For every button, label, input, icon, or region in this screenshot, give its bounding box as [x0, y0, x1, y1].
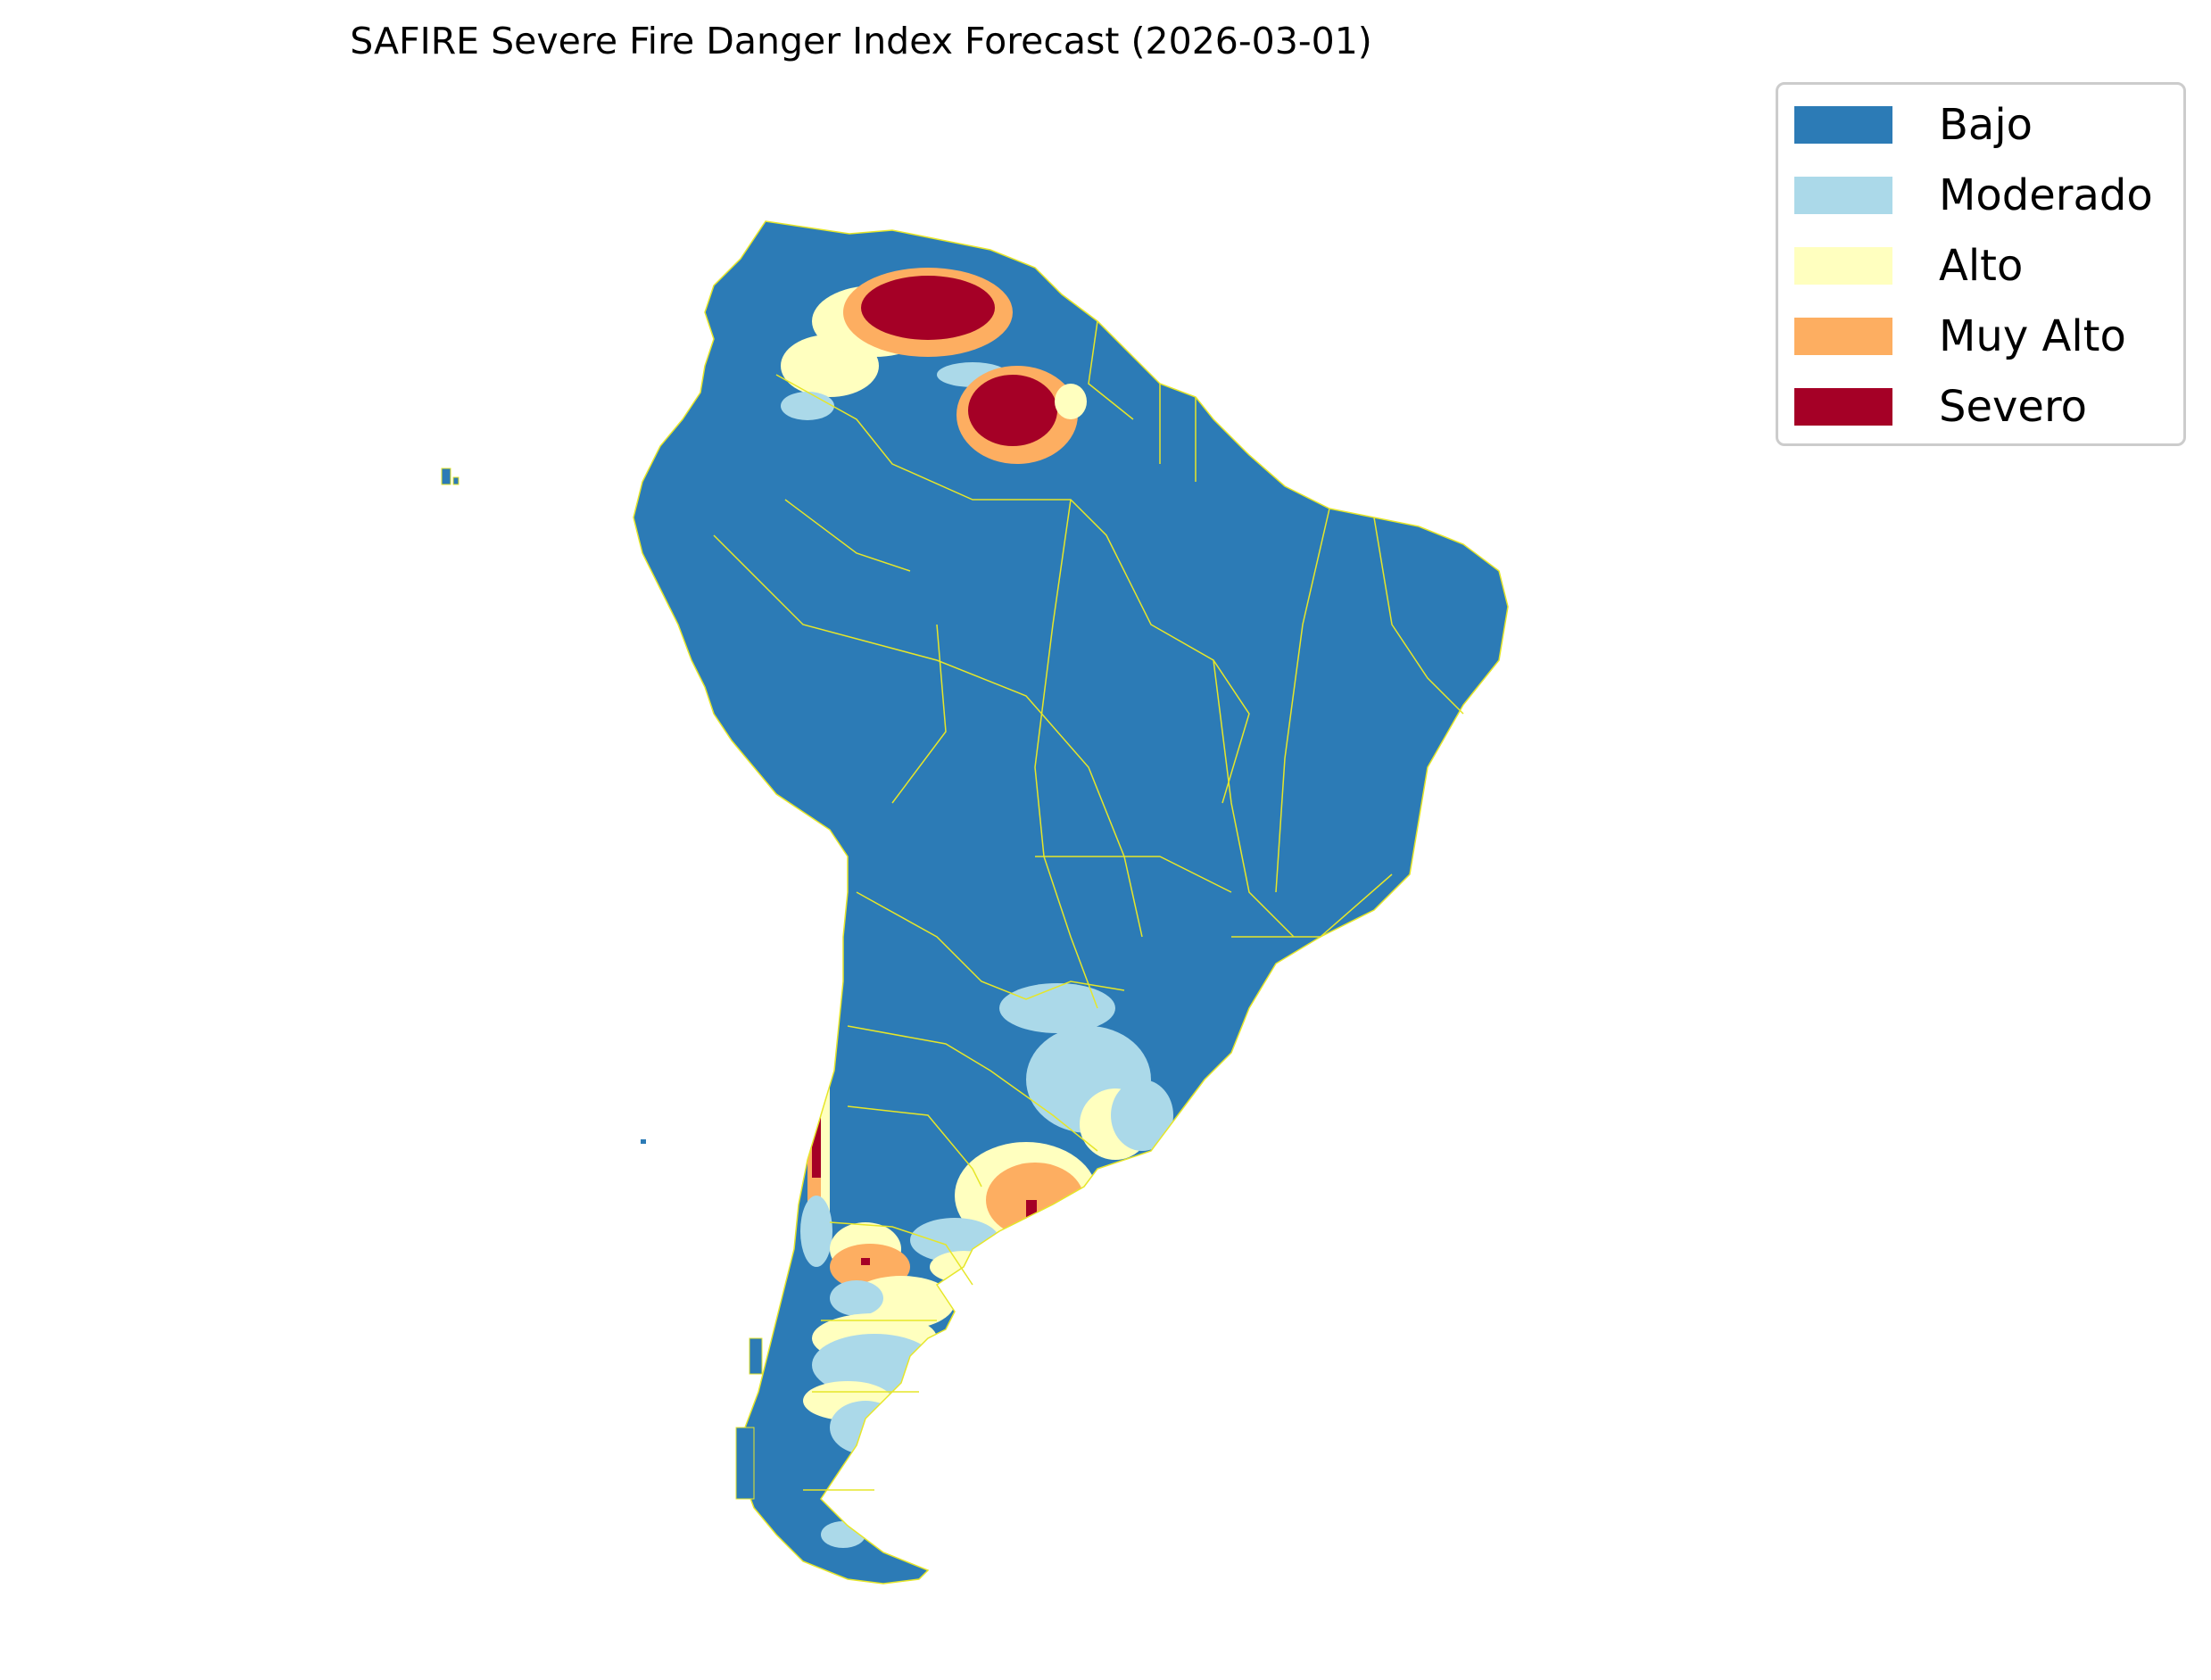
legend-label: Moderado — [1939, 170, 2153, 220]
galapagos-island — [452, 476, 460, 485]
boundary-line — [1088, 320, 1134, 420]
boundary-line — [1035, 856, 1232, 893]
legend-label: Alto — [1939, 241, 2024, 291]
boundary-line — [1034, 499, 1098, 1009]
legend-item-severo: Severo — [1794, 382, 2087, 432]
legend-swatch — [1794, 177, 1892, 214]
boundary-line — [856, 891, 1125, 1000]
legend-swatch — [1794, 388, 1892, 426]
zone-moderado-colombia — [781, 392, 834, 420]
chiloe-island — [749, 1337, 763, 1375]
zone-moderado-uruguay — [1111, 1080, 1173, 1151]
legend-swatch — [1794, 106, 1892, 144]
zone-severo-neuquen — [861, 1258, 870, 1265]
zone-severo-venezuela — [861, 276, 995, 340]
boundary-line — [1231, 873, 1393, 938]
boundary-line — [775, 374, 1250, 804]
zone-moderado-chaco — [999, 983, 1115, 1033]
legend-swatch — [1794, 318, 1892, 355]
legend-label: Severo — [1939, 382, 2087, 432]
boundary-line — [1373, 517, 1464, 715]
legend-item-bajo: Bajo — [1794, 100, 2033, 150]
zone-alto-guayana — [1055, 384, 1087, 419]
legend-swatch — [1794, 247, 1892, 285]
zone-moderado-rionegro — [830, 1280, 883, 1316]
zone-moderado-chile-south — [800, 1196, 832, 1267]
boundary-line — [847, 1025, 1098, 1152]
boundary-line — [1275, 508, 1330, 893]
legend-item-moderado: Moderado — [1794, 170, 2153, 220]
boundary-line — [891, 624, 947, 804]
legend-item-muy-alto: Muy Alto — [1794, 311, 2126, 361]
fjord-islands — [735, 1427, 755, 1500]
zone-severo-guayana — [968, 375, 1057, 446]
legend-item-alto: Alto — [1794, 241, 2024, 291]
boundary-line — [847, 1105, 982, 1188]
map-title: SAFIRE Severe Fire Danger Index Forecast… — [350, 20, 1372, 62]
boundary-line — [784, 499, 911, 572]
legend: Bajo Moderado Alto Muy Alto Severo — [1776, 82, 2186, 446]
legend-label: Muy Alto — [1939, 311, 2126, 361]
zone-alto-chile — [821, 1026, 830, 1222]
boundaries — [633, 220, 1509, 1585]
legend-label: Bajo — [1939, 100, 2033, 150]
boundary-line — [829, 1221, 973, 1286]
zone-moderado-santacruz — [830, 1401, 901, 1454]
boundary-line — [1213, 659, 1295, 938]
galapagos-island — [441, 468, 451, 485]
juan-fernandez-island — [641, 1139, 646, 1144]
